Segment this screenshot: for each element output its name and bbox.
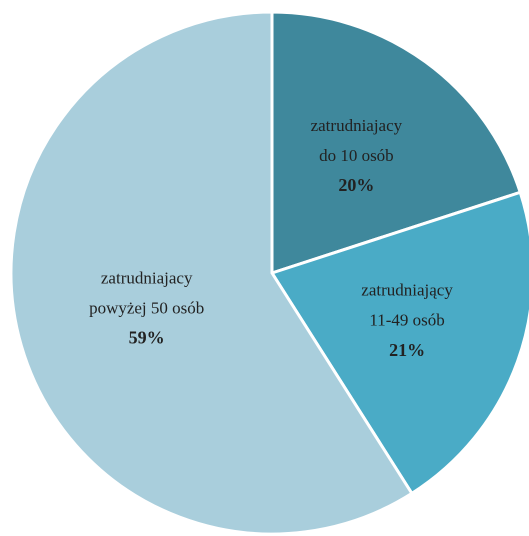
value-label: 21% bbox=[389, 340, 425, 360]
slice-label: zatrudniający bbox=[361, 281, 453, 300]
pie-slice bbox=[9, 10, 414, 536]
slice-label: zatrudniajacy bbox=[101, 268, 193, 287]
slice-label: do 10 osób bbox=[319, 146, 394, 165]
value-label: 59% bbox=[129, 328, 165, 348]
pie-slice bbox=[270, 10, 523, 276]
slice-label: powyżej 50 osób bbox=[89, 298, 204, 317]
pie-slice bbox=[269, 190, 529, 496]
slice-label: zatrudniajacy bbox=[311, 116, 403, 135]
slice-label: 11-49 osób bbox=[369, 311, 444, 330]
value-label: 20% bbox=[338, 175, 374, 195]
